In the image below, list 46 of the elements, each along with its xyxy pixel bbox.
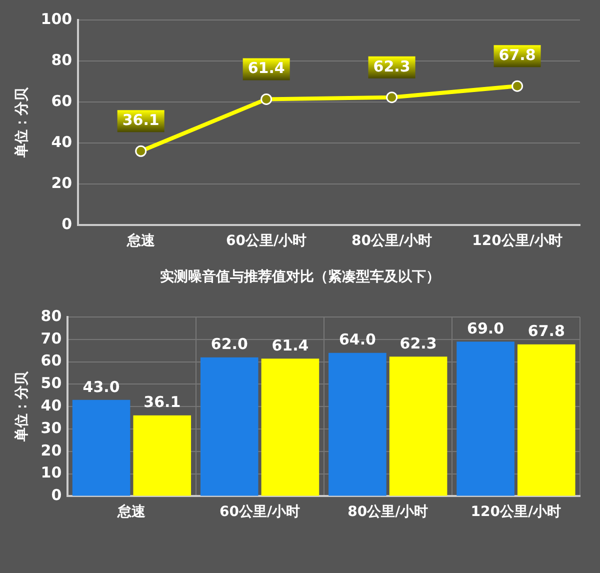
data-label: 64.0	[338, 330, 376, 349]
x-tick-label: 怠速	[126, 232, 156, 250]
data-label: 69.0	[467, 320, 504, 338]
data-label: 36.1	[144, 393, 181, 412]
data-label: 67.8	[498, 46, 536, 64]
bar	[72, 400, 130, 496]
y-tick-label: 80	[51, 50, 72, 69]
y-tick-label: 80	[40, 306, 62, 325]
x-tick-label: 怠速	[116, 503, 147, 520]
y-tick-label: 0	[62, 215, 72, 234]
bar	[261, 358, 320, 496]
y-tick-label: 50	[40, 374, 62, 392]
y-tick-label: 20	[40, 441, 62, 460]
y-tick-label: 40	[51, 133, 72, 152]
y-tick-label: 60	[51, 92, 72, 110]
data-label: 62.0	[210, 335, 248, 354]
bar	[200, 357, 258, 496]
bar	[328, 352, 386, 496]
data-label: 62.3	[400, 334, 437, 353]
data-label: 61.4	[272, 336, 309, 355]
y-tick-label: 30	[40, 418, 62, 437]
y-tick-label: 100	[40, 10, 72, 28]
data-label: 62.3	[373, 57, 410, 76]
bar	[456, 342, 514, 496]
y-tick-label: 20	[51, 174, 72, 192]
data-label: 67.8	[528, 322, 565, 340]
y-tick-label: 40	[40, 396, 62, 414]
y-tick-label: 60	[40, 352, 62, 370]
x-tick-label: 60公里/小时	[226, 233, 307, 250]
y-tick-label: 0	[51, 486, 62, 504]
y-axis-title: 单位：分贝	[14, 370, 30, 443]
y-tick-label: 70	[40, 329, 62, 348]
bar	[133, 415, 192, 496]
x-tick-label: 120公里/小时	[470, 504, 562, 520]
data-label: 43.0	[82, 378, 120, 396]
x-tick-label: 120公里/小时	[472, 233, 562, 250]
bar	[517, 344, 576, 496]
x-tick-label: 80公里/小时	[348, 504, 428, 520]
data-label: 36.1	[122, 111, 160, 130]
chart-title: 实测噪音值与推荐值对比（紧凑型车及以下）	[159, 268, 441, 287]
x-tick-label: 60公里/小时	[219, 504, 300, 520]
y-tick-label: 10	[40, 464, 62, 482]
y-axis-title: 单位：分贝	[14, 86, 30, 159]
bar	[389, 356, 448, 496]
data-label: 61.4	[248, 59, 285, 78]
x-tick-label: 80公里/小时	[351, 233, 432, 250]
